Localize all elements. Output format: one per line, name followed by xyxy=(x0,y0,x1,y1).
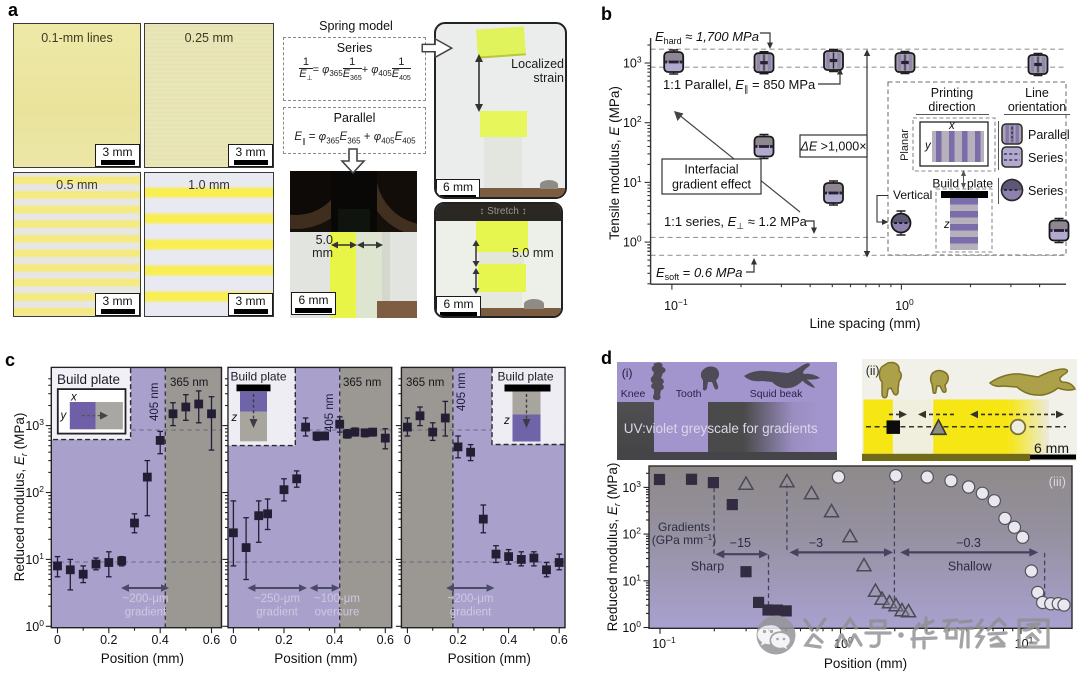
svg-text:Series: Series xyxy=(1028,184,1063,198)
svg-text:102: 102 xyxy=(623,114,642,130)
svg-text:100: 100 xyxy=(623,234,642,250)
svg-text:103: 103 xyxy=(623,55,642,71)
svg-text:(GPa mm−1): (GPa mm−1) xyxy=(652,533,716,547)
svg-text:z: z xyxy=(943,219,950,231)
svg-text:overcure: overcure xyxy=(315,607,360,619)
svg-text:gradient: gradient xyxy=(450,607,492,619)
svg-text:101: 101 xyxy=(623,174,642,190)
svg-text:~200-μm: ~200-μm xyxy=(123,593,169,605)
svg-text:10−1: 10−1 xyxy=(652,635,676,651)
svg-text:Parallel: Parallel xyxy=(1028,128,1070,142)
svg-text:Line spacing (mm): Line spacing (mm) xyxy=(809,316,920,331)
svg-text:365 nm: 365 nm xyxy=(343,377,381,389)
svg-text:Build plate: Build plate xyxy=(57,372,120,387)
svg-text:Position (mm): Position (mm) xyxy=(101,651,184,666)
svg-text:0.4: 0.4 xyxy=(152,633,169,647)
svg-text:0.6: 0.6 xyxy=(551,633,568,647)
svg-text:10−1: 10−1 xyxy=(664,297,688,313)
svg-text:100: 100 xyxy=(895,297,914,313)
svg-text:Vertical: Vertical xyxy=(893,188,932,202)
svg-text:0: 0 xyxy=(230,633,237,647)
svg-text:z: z xyxy=(231,412,238,424)
svg-text:Build: Build xyxy=(932,177,959,191)
svg-text:365 nm: 365 nm xyxy=(406,377,444,389)
svg-text:Ehard ≈ 1,700 MPa: Ehard ≈ 1,700 MPa xyxy=(655,29,759,46)
svg-text:−0.3: −0.3 xyxy=(956,536,981,550)
svg-text:Build plate: Build plate xyxy=(231,370,287,384)
svg-text:~100-μm: ~100-μm xyxy=(314,593,360,605)
svg-text:365 nm: 365 nm xyxy=(170,377,208,389)
svg-text:0.2: 0.2 xyxy=(449,633,466,647)
svg-text:Position (mm): Position (mm) xyxy=(824,656,907,671)
svg-text:6 mm: 6 mm xyxy=(1034,440,1069,456)
svg-text:~250-μm: ~250-μm xyxy=(254,593,300,605)
svg-text:Shallow: Shallow xyxy=(948,560,993,574)
svg-text:Planar: Planar xyxy=(899,129,911,161)
svg-text:Gradients: Gradients xyxy=(658,520,710,534)
svg-text:Printing: Printing xyxy=(931,86,973,100)
svg-text:plate: plate xyxy=(967,177,993,191)
svg-text:c: c xyxy=(5,350,15,370)
svg-text:y: y xyxy=(924,140,932,152)
svg-text:Tensile modulus, E (MPa): Tensile modulus, E (MPa) xyxy=(607,86,622,240)
svg-text:−3: −3 xyxy=(809,536,823,550)
svg-text:b: b xyxy=(601,4,612,24)
svg-text:Build plate: Build plate xyxy=(498,370,554,384)
svg-text:0.6: 0.6 xyxy=(377,633,394,647)
svg-text:0: 0 xyxy=(404,633,411,647)
svg-text:0: 0 xyxy=(54,633,61,647)
svg-text:103: 103 xyxy=(25,417,44,433)
svg-text:gradient: gradient xyxy=(125,607,167,619)
svg-text:0.6: 0.6 xyxy=(203,633,220,647)
svg-text:101: 101 xyxy=(622,572,641,588)
svg-text:~200-μm: ~200-μm xyxy=(448,593,494,605)
svg-text:orientation: orientation xyxy=(1008,100,1066,114)
svg-text:1:1 Parallel, E∥ = 850 MPa: 1:1 Parallel, E∥ = 850 MPa xyxy=(663,77,816,94)
svg-text:−15: −15 xyxy=(730,536,751,550)
svg-text:0.4: 0.4 xyxy=(326,633,343,647)
svg-text:0.2: 0.2 xyxy=(100,633,117,647)
svg-text:100: 100 xyxy=(622,619,641,635)
svg-text:1:1 series, E⊥ ≈ 1.2 MPa: 1:1 series, E⊥ ≈ 1.2 MPa xyxy=(664,214,808,231)
svg-text:Position (mm): Position (mm) xyxy=(274,651,357,666)
svg-text:0.2: 0.2 xyxy=(275,633,292,647)
svg-text:Esoft = 0.6 MPa: Esoft = 0.6 MPa xyxy=(656,265,742,282)
svg-text:100: 100 xyxy=(25,618,44,634)
svg-text:Position (mm): Position (mm) xyxy=(448,651,531,666)
svg-text:405 nm: 405 nm xyxy=(149,383,161,421)
svg-text:Interfacial: Interfacial xyxy=(684,163,738,177)
svg-text:ΔE >1,000×: ΔE >1,000× xyxy=(799,140,866,154)
svg-text:Sharp: Sharp xyxy=(691,560,724,574)
svg-text:102: 102 xyxy=(25,484,44,500)
svg-text:102: 102 xyxy=(622,526,641,542)
svg-text:y: y xyxy=(60,410,68,422)
svg-text:Series: Series xyxy=(1028,151,1063,165)
svg-text:x: x xyxy=(70,392,78,404)
svg-text:z: z xyxy=(503,415,510,427)
svg-text:x: x xyxy=(948,120,956,132)
svg-text:Line: Line xyxy=(1025,86,1049,100)
svg-text:103: 103 xyxy=(622,479,641,495)
svg-text:(iii): (iii) xyxy=(1049,474,1066,489)
svg-text:gradient effect: gradient effect xyxy=(672,178,752,192)
svg-text:gradient: gradient xyxy=(256,607,298,619)
svg-text:405 nm: 405 nm xyxy=(324,394,336,432)
svg-text:direction: direction xyxy=(928,100,975,114)
svg-text:405 nm: 405 nm xyxy=(456,373,468,411)
svg-text:101: 101 xyxy=(25,551,44,567)
svg-text:Reduced modulus, Er (MPa): Reduced modulus, Er (MPa) xyxy=(605,463,622,632)
svg-text:0.4: 0.4 xyxy=(500,633,517,647)
